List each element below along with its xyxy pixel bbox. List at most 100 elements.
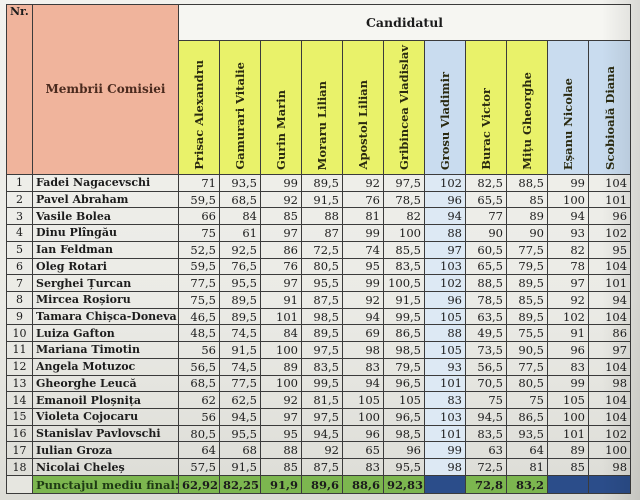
score-cell: 90 <box>506 224 548 242</box>
average-score: 82,25 <box>219 475 261 494</box>
score-cell: 97,5 <box>301 408 343 426</box>
score-cell: 57,5 <box>178 458 220 476</box>
table-row: 13 Gheorghe Leucă 68,5 77,5 100 99,5 94 96,5 101… <box>6 374 632 393</box>
score-cell: 92 <box>260 391 302 409</box>
average-score <box>424 475 466 494</box>
row-number: 14 <box>6 391 33 409</box>
score-cell: 76 <box>342 190 384 209</box>
score-cell: 99,5 <box>301 374 343 393</box>
score-cell: 89,5 <box>219 307 261 326</box>
score-cell: 99 <box>260 173 302 192</box>
score-cell: 91 <box>260 290 302 309</box>
score-cell: 86 <box>587 324 632 343</box>
table-row: 9 Tamara Chișca-Doneva 46,5 89,5 101 98,5 94 99… <box>6 307 632 326</box>
candidate-name: Apostol Lilian <box>356 80 370 170</box>
score-cell: 56 <box>178 408 220 426</box>
average-row: Punctajul mediu final: 62,92 82,25 91,9 89,6… <box>6 475 632 494</box>
score-cell: 104 <box>587 257 632 276</box>
score-cell: 86,5 <box>383 324 425 343</box>
score-cell: 88,5 <box>465 274 507 292</box>
score-cell: 91,5 <box>219 341 261 359</box>
score-cell: 92 <box>342 173 384 192</box>
score-cell: 83 <box>424 391 466 409</box>
score-cell: 80,5 <box>178 424 220 443</box>
table-row: 16 Stanislav Pavlovschi 80,5 95,5 95 94,5 96 98… <box>6 424 632 443</box>
score-cell: 92 <box>547 290 589 309</box>
row-number: 9 <box>6 307 33 326</box>
member-name: Mariana Timotin <box>32 341 179 359</box>
score-cell: 61 <box>219 224 261 242</box>
score-cell: 101 <box>424 374 466 393</box>
average-score: 88,6 <box>342 475 384 494</box>
score-cell: 105 <box>424 341 466 359</box>
score-cell: 63 <box>465 441 507 460</box>
score-cell: 104 <box>587 391 632 409</box>
table-row: 17 Iulian Groza 64 68 88 92 65 96 99 63 64 89 100 <box>6 441 632 460</box>
average-score <box>587 475 632 494</box>
score-cell: 80,5 <box>301 257 343 276</box>
score-cell: 97 <box>260 274 302 292</box>
score-cell: 99 <box>547 173 589 192</box>
member-name: Luiza Gafton <box>32 324 179 343</box>
score-cell: 100 <box>587 441 632 460</box>
score-cell: 104 <box>587 408 632 426</box>
row-number: 13 <box>6 374 33 393</box>
candidate-name: Mițu Gheorghe <box>520 72 534 170</box>
score-cell: 82,5 <box>465 173 507 192</box>
score-cell: 84 <box>260 324 302 343</box>
score-cell: 91,5 <box>383 290 425 309</box>
score-cell: 100 <box>383 224 425 242</box>
score-cell: 95,5 <box>383 458 425 476</box>
row-number: 6 <box>6 257 33 276</box>
candidatul-header: Candidatul <box>177 4 632 41</box>
candidate-name: Eșanu Nicolae <box>561 77 575 170</box>
score-cell: 75,5 <box>178 290 220 309</box>
score-cell: 79,5 <box>506 257 548 276</box>
score-cell: 72,5 <box>465 458 507 476</box>
score-cell: 71 <box>178 173 220 192</box>
score-cell: 74 <box>342 240 384 259</box>
score-cell: 88 <box>424 324 466 343</box>
score-cell: 92 <box>260 190 302 209</box>
score-cell: 99 <box>424 441 466 460</box>
score-cell: 85,5 <box>383 240 425 259</box>
candidate-name: Gamurari Vitalie <box>233 62 247 170</box>
score-cell: 100 <box>260 341 302 359</box>
score-cell: 46,5 <box>178 307 220 326</box>
score-cell: 74,5 <box>219 324 261 343</box>
row-number: 1 <box>6 173 33 192</box>
score-cell: 98,5 <box>383 424 425 443</box>
score-cell: 101 <box>424 424 466 443</box>
average-score: 89,6 <box>301 475 343 494</box>
score-cell: 105 <box>424 307 466 326</box>
score-cell: 96 <box>342 424 384 443</box>
score-cell: 68,5 <box>178 374 220 393</box>
member-name: Ian Feldman <box>32 240 179 259</box>
score-cell: 95 <box>260 424 302 443</box>
score-cell: 89,5 <box>301 173 343 192</box>
score-cell: 95,5 <box>219 274 261 292</box>
score-cell: 96 <box>587 207 632 226</box>
score-cell: 89 <box>260 357 302 376</box>
table-row: 3 Vasile Bolea 66 84 85 88 81 82 94 77 89 94 96 <box>6 207 632 226</box>
score-cell: 52,5 <box>178 240 220 259</box>
score-cell: 94 <box>424 207 466 226</box>
score-cell: 87,5 <box>301 458 343 476</box>
average-score: 92,83 <box>383 475 425 494</box>
score-cell: 89 <box>547 441 589 460</box>
member-name: Fadei Nagacevschi <box>32 173 179 192</box>
score-cell: 104 <box>587 307 632 326</box>
membri-header: Membrii Comisiei <box>32 4 179 175</box>
table-row: 11 Mariana Timotin 56 91,5 100 97,5 98 98,5 105 7… <box>6 341 632 359</box>
score-cell: 83,5 <box>301 357 343 376</box>
score-cell: 77 <box>465 207 507 226</box>
score-cell: 100 <box>547 408 589 426</box>
table-row: 5 Ian Feldman 52,5 92,5 86 72,5 74 85,5 97 60,5 77… <box>6 240 632 259</box>
table-row: 15 Violeta Cojocaru 56 94,5 97 97,5 100 96,5 103… <box>6 408 632 426</box>
score-cell: 99 <box>342 274 384 292</box>
score-cell: 81 <box>342 207 384 226</box>
candidate-header: Mițu Gheorghe <box>506 40 548 175</box>
score-cell: 100 <box>342 408 384 426</box>
score-cell: 82 <box>547 240 589 259</box>
score-cell: 78,5 <box>465 290 507 309</box>
